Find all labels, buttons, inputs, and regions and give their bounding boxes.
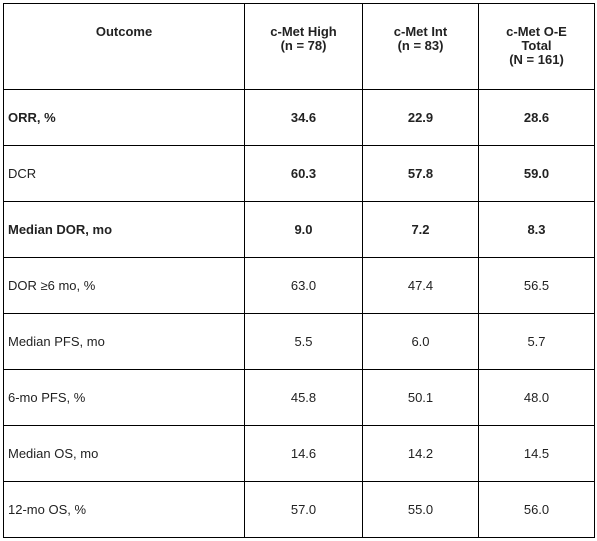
header-cmet-total-word: Total bbox=[521, 38, 552, 53]
row-label: DCR bbox=[3, 145, 245, 202]
cell-cmet-total: 5.7 bbox=[478, 313, 595, 370]
table-row-dcr: DCR 60.3 57.8 59.0 bbox=[3, 145, 595, 202]
cell-cmet-int: 6.0 bbox=[362, 313, 479, 370]
row-label: 12-mo OS, % bbox=[3, 481, 245, 538]
cell-cmet-high: 63.0 bbox=[244, 257, 363, 314]
header-outcome-line: Outcome bbox=[95, 24, 153, 39]
table-row-median-pfs: Median PFS, mo 5.5 6.0 5.7 bbox=[3, 313, 595, 370]
header-cmet-total-name: c-Met O-E bbox=[506, 24, 567, 39]
header-outcome: Outcome bbox=[3, 3, 245, 90]
table-row-orr: ORR, % 34.6 22.9 28.6 bbox=[3, 89, 595, 146]
cell-cmet-high: 34.6 bbox=[244, 89, 363, 146]
row-label: 6-mo PFS, % bbox=[3, 369, 245, 426]
cell-cmet-int: 50.1 bbox=[362, 369, 479, 426]
cell-cmet-total: 14.5 bbox=[478, 425, 595, 482]
cell-cmet-total: 56.5 bbox=[478, 257, 595, 314]
cell-cmet-int: 7.2 bbox=[362, 201, 479, 258]
cell-cmet-int: 22.9 bbox=[362, 89, 479, 146]
header-cmet-high: c-Met High (n = 78) bbox=[244, 3, 363, 90]
header-cmet-total-n: (N = 161) bbox=[509, 52, 564, 67]
outcomes-table: Outcome c-Met High (n = 78) c-Met Int (n… bbox=[3, 3, 595, 538]
cell-cmet-int: 47.4 bbox=[362, 257, 479, 314]
cell-cmet-int: 14.2 bbox=[362, 425, 479, 482]
header-cmet-int-n: (n = 83) bbox=[397, 38, 444, 53]
cell-cmet-high: 60.3 bbox=[244, 145, 363, 202]
row-label: Median OS, mo bbox=[3, 425, 245, 482]
cell-cmet-total: 56.0 bbox=[478, 481, 595, 538]
cell-cmet-int: 55.0 bbox=[362, 481, 479, 538]
row-label: ORR, % bbox=[3, 89, 245, 146]
cell-cmet-high: 5.5 bbox=[244, 313, 363, 370]
cell-cmet-high: 57.0 bbox=[244, 481, 363, 538]
table-row-median-dor: Median DOR, mo 9.0 7.2 8.3 bbox=[3, 201, 595, 258]
header-cmet-high-name: c-Met High bbox=[270, 24, 337, 39]
row-label: Median PFS, mo bbox=[3, 313, 245, 370]
cell-cmet-int: 57.8 bbox=[362, 145, 479, 202]
cell-cmet-total: 28.6 bbox=[478, 89, 595, 146]
header-cmet-high-n: (n = 78) bbox=[280, 38, 327, 53]
header-cmet-int: c-Met Int (n = 83) bbox=[362, 3, 479, 90]
cell-cmet-high: 9.0 bbox=[244, 201, 363, 258]
cell-cmet-total: 59.0 bbox=[478, 145, 595, 202]
cell-cmet-high: 14.6 bbox=[244, 425, 363, 482]
header-cmet-int-name: c-Met Int bbox=[393, 24, 448, 39]
cell-cmet-total: 48.0 bbox=[478, 369, 595, 426]
header-row: Outcome c-Met High (n = 78) c-Met Int (n… bbox=[3, 3, 595, 90]
table-row-median-os: Median OS, mo 14.6 14.2 14.5 bbox=[3, 425, 595, 482]
row-label: Median DOR, mo bbox=[3, 201, 245, 258]
header-cmet-total: c-Met O-E Total (N = 161) bbox=[478, 3, 595, 90]
table-row-12mo-os: 12-mo OS, % 57.0 55.0 56.0 bbox=[3, 481, 595, 538]
cell-cmet-total: 8.3 bbox=[478, 201, 595, 258]
table-row-dor-6mo: DOR ≥6 mo, % 63.0 47.4 56.5 bbox=[3, 257, 595, 314]
cell-cmet-high: 45.8 bbox=[244, 369, 363, 426]
row-label: DOR ≥6 mo, % bbox=[3, 257, 245, 314]
table-row-6mo-pfs: 6-mo PFS, % 45.8 50.1 48.0 bbox=[3, 369, 595, 426]
